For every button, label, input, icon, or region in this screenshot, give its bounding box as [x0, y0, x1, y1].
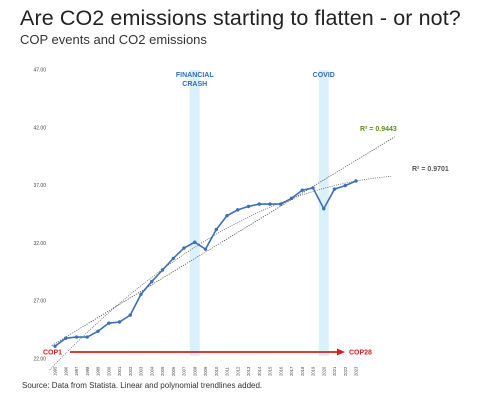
page-title: Are CO2 emissions starting to flatten - …	[20, 6, 461, 30]
emissions-data-point	[74, 335, 79, 339]
emissions-data-point	[128, 313, 132, 317]
x-tick-label: 2015	[268, 366, 273, 376]
y-tick-label: 47.00	[33, 68, 46, 74]
x-tick-label: 2012	[235, 366, 240, 376]
x-tick-label: 1995	[53, 366, 58, 376]
emissions-data-point	[268, 202, 272, 206]
emissions-data-point	[354, 179, 358, 183]
emissions-data-point	[171, 256, 175, 261]
emissions-data-point	[107, 321, 111, 325]
x-tick-label: 2013	[246, 366, 251, 376]
emissions-data-point	[53, 344, 57, 348]
polynomial-trendline	[49, 176, 391, 371]
event-band	[318, 70, 329, 356]
emissions-data-point	[225, 213, 229, 218]
emissions-data-point	[182, 246, 186, 250]
x-tick-label: 2019	[311, 366, 316, 376]
x-tick-label: 2007	[182, 366, 187, 376]
emissions-data-point	[193, 240, 197, 244]
emissions-data-point	[214, 227, 218, 232]
y-tick-label: 22.00	[33, 357, 46, 363]
linear-trendline	[51, 136, 395, 346]
y-tick-label: 42.00	[33, 125, 46, 131]
x-tick-label: 2017	[289, 366, 294, 376]
emissions-data-point	[246, 204, 251, 209]
y-tick-label: 32.00	[33, 241, 46, 247]
event-band-label: FINANCIAL	[176, 72, 214, 79]
emissions-data-point	[300, 188, 304, 192]
event-band-label: COVID	[313, 72, 335, 79]
y-tick-label: 37.00	[33, 183, 46, 189]
cop-end-label: COP28	[349, 350, 372, 357]
emissions-data-point	[203, 247, 208, 251]
x-tick-label: 2003	[139, 366, 144, 376]
emissions-data-point	[257, 202, 261, 206]
emissions-data-point	[96, 329, 100, 333]
event-band-label: CRASH	[182, 81, 207, 88]
x-tick-label: 1997	[74, 366, 79, 376]
x-tick-label: 2020	[321, 366, 326, 376]
x-tick-label: 2018	[300, 366, 305, 376]
polynomial-r2-label: R² = 0.9701	[412, 166, 449, 173]
emissions-data-point	[117, 320, 122, 324]
x-tick-label: 2000	[106, 366, 111, 376]
x-tick-label: 2010	[214, 366, 219, 376]
page-subtitle: COP events and CO2 emissions	[20, 32, 207, 47]
cop-start-label: COP1	[43, 350, 62, 357]
emissions-data-point	[236, 208, 240, 212]
x-tick-label: 2004	[149, 366, 154, 376]
x-tick-label: 2016	[278, 366, 283, 376]
event-band	[189, 70, 200, 356]
x-tick-label: 2011	[225, 366, 230, 376]
x-tick-label: 2022	[343, 366, 348, 376]
x-tick-label: 2005	[160, 366, 165, 376]
emissions-data-point	[85, 335, 89, 339]
x-tick-label: 1996	[63, 366, 68, 376]
emissions-data-point	[279, 202, 283, 206]
x-tick-label: 1998	[85, 366, 90, 376]
emissions-data-point	[139, 292, 143, 296]
y-tick-label: 27.00	[33, 299, 46, 305]
x-tick-label: 2002	[128, 366, 133, 376]
emissions-data-point	[150, 279, 154, 284]
emissions-series-line	[54, 180, 357, 347]
linear-r2-label: R² = 0.9443	[360, 126, 397, 133]
emissions-data-point	[322, 207, 326, 211]
x-tick-label: 2009	[203, 366, 208, 376]
x-tick-label: 1999	[96, 366, 101, 376]
emissions-data-point	[289, 196, 294, 201]
source-note: Source: Data from Statista. Linear and p…	[22, 381, 263, 390]
x-tick-label: 2001	[117, 366, 122, 376]
x-tick-label: 2014	[257, 366, 262, 376]
emissions-data-point	[160, 268, 165, 272]
emissions-data-point	[311, 186, 315, 190]
cop-arrow-head	[337, 348, 345, 356]
x-tick-label: 2023	[354, 366, 359, 376]
emissions-data-point	[64, 336, 68, 340]
x-tick-label: 2006	[171, 366, 176, 376]
emissions-data-point	[343, 183, 347, 188]
emissions-data-point	[332, 187, 337, 191]
x-tick-label: 2008	[192, 366, 197, 376]
x-tick-label: 2021	[332, 366, 337, 376]
